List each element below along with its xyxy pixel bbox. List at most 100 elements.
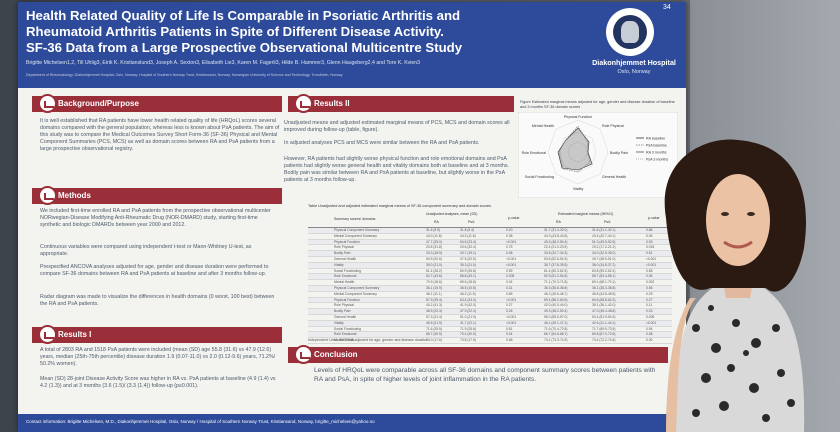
table-cell: 60.9 (26.8) <box>460 268 476 273</box>
table-cell: 0.56 <box>646 285 653 290</box>
table-cell: 0.11 <box>646 303 653 308</box>
results2-title: Results II <box>314 99 350 108</box>
table-cell: 54.5 (23.4) <box>460 239 476 244</box>
table-cell: Bodily Pain <box>334 309 351 314</box>
table-cell: 51.0 (21.9) <box>460 314 476 319</box>
table-cell: 19.2 (17.2-21.2) <box>592 245 616 250</box>
table-cell: 56.0 (55.0-57.0) <box>544 314 568 319</box>
table-cell: 61.4 (28.2) <box>426 268 442 273</box>
legend-ra-3-months: RA 3 months <box>646 151 667 155</box>
poster-affiliations: Department of Rheumatology, Diakonhjemme… <box>26 73 343 77</box>
table-cell: 71.1 (70.3-71.8) <box>544 280 568 285</box>
table-row: Physical Component Summary 31.6 (9.9) 31.8… <box>308 228 672 234</box>
table-cell: 0.08 <box>646 332 653 337</box>
table-cell: Bodily Pain <box>334 251 351 256</box>
table-cell: 47.9 (22.3) <box>460 309 476 314</box>
results2-section-header: Results II <box>288 96 514 112</box>
table-cell: <0.001 <box>506 320 517 325</box>
table-cell: 31.8 (9.4) <box>460 228 475 232</box>
presenter-dress <box>675 278 805 432</box>
table-cell: 46.1 (11.1) <box>426 291 442 296</box>
title-line-3: SF-36 Data from a Large Prospective Obse… <box>26 40 463 55</box>
table-cell: 0.04 <box>506 280 513 285</box>
col-ra-header: RA <box>434 220 439 224</box>
table-row: Mental Component Summary 46.1 (11.1) 46.2 … <box>308 292 672 298</box>
right-eye <box>747 212 755 216</box>
table-cell: 41.9 (42.0) <box>460 303 476 308</box>
figure-caption: Figure Estimated marginal means adjusted… <box>520 100 675 109</box>
table-cell: 60.8 (59.2-62.4) <box>592 268 616 273</box>
col-p-header: p-value <box>508 216 520 220</box>
table-cell: 33.7 (19.1) <box>460 251 476 256</box>
table-cell: 36.1 (35.3-36.8) <box>592 285 616 290</box>
poster-number: 34 <box>663 4 671 11</box>
table-cell: 0.59 <box>506 268 513 273</box>
table-cell: 73.8 (17.9) <box>460 338 476 343</box>
table-cell: <0.001 <box>506 297 517 302</box>
table-cell: 31.6 (31.1-32.1) <box>592 228 616 232</box>
table-cell: 74.1 (73.3-74.9) <box>544 338 568 343</box>
table-cell: 0.06 <box>646 233 653 238</box>
conclusion-section-icon <box>294 345 313 364</box>
logo-figure-icon <box>621 21 639 43</box>
conclusion-text: Levels of HRQoL were comparable across a… <box>314 367 656 383</box>
table-row: Social Functioning 71.6 (25.5) 71.9 (25.6)… <box>308 327 672 333</box>
table-cell: 49.3 (48.2-50.4) <box>544 239 568 244</box>
table-cell: Social Functioning <box>334 326 361 331</box>
radar-axis-social-functioning: Social Functioning <box>525 175 554 179</box>
table-cell: Mental Component Summary <box>334 291 377 296</box>
radar-series-psa <box>558 125 591 173</box>
table-title: Table Unadjusted and adjusted estimated … <box>308 204 491 208</box>
table-cell: 40.2 (41.3) <box>426 303 442 308</box>
table-cell: 0.68 <box>506 338 513 343</box>
results2-text-3: However, RA patients had slightly worse … <box>284 156 509 184</box>
presenter-smile <box>723 240 753 249</box>
poster-title: Health Related Quality of Life Is Compar… <box>26 8 606 56</box>
table-cell: 71.9 (25.6) <box>460 326 476 331</box>
table-cell: 69.8 (67.0-72.6) <box>592 332 616 337</box>
poster-authors: Brigitte Michelsen1,2, Till Uhlig3, Eiri… <box>26 60 421 66</box>
results1-section-icon <box>38 325 57 344</box>
table-cell: 0.005 <box>506 274 515 279</box>
table-cell: 0.51 <box>646 251 653 256</box>
table-cell: 51.0 (49.5-52.5) <box>592 239 616 244</box>
table-cell: General Health <box>334 256 357 261</box>
table-row: Bodily Pain 33.3 (18.9) 33.7 (19.1) 0.48 33.… <box>308 251 672 257</box>
table-cell: 71.7 (69.9-73.5) <box>592 326 616 331</box>
radar-axis-general-health: General Health <box>602 175 626 179</box>
table-cell: 0.26 <box>506 309 513 314</box>
table-cell: Mental Component Summary <box>334 233 377 238</box>
table-cell: 31.6 (9.9) <box>426 228 441 232</box>
table-cell: 35.3 (21.0) <box>460 262 476 267</box>
presenter-arm <box>666 298 696 432</box>
table-row: Role Emotional 52.7 (43.6) 56.8 (43.1) 0.00… <box>308 274 672 281</box>
col-psa-est-header: PsA <box>604 220 611 224</box>
legend-ra-baseline: RA baseline <box>646 137 665 141</box>
table-cell: Mental Health <box>334 338 355 343</box>
table-cell: 0.27 <box>506 303 513 308</box>
footer-contact: Contact information: Brigitte Michelsen,… <box>26 419 375 424</box>
table-cell: 0.94 <box>646 326 653 331</box>
table-cell: 71.6 (25.5) <box>426 326 442 331</box>
table-row: General Health 54.9 (20.6) 47.5 (20.5) <0.0… <box>308 257 672 263</box>
table-row: Physical Function 47.7 (25.0) 54.5 (23.4) <… <box>308 239 672 246</box>
results1-section-header: Results I <box>32 327 282 343</box>
radar-axis-mental-health: Mental Health <box>532 124 554 128</box>
results-table: Summary scores/ domains Unadjusted analy… <box>308 210 672 346</box>
table-cell: 42.6 (41.1-44.1) <box>592 320 616 325</box>
table-cell: 47.5 (20.5) <box>460 256 476 261</box>
results2-text-2: In adjusted analyses PCS and MCS were si… <box>284 140 480 146</box>
table-cell: Role Physical <box>334 245 354 250</box>
table-cell: 0.58 <box>646 268 653 273</box>
table-cell: 41.7 (22.1) <box>460 320 476 325</box>
table-cell: <0.001 <box>506 314 517 319</box>
table-cell: 38.7 (37.8-39.5) <box>544 262 568 267</box>
table-cell: 31.7 (31.3-32.0) <box>544 228 568 232</box>
table-row: Physical Function 57.9 (25.4) 63.4 (24.3) <… <box>308 297 672 304</box>
results1-title: Results I <box>58 330 92 339</box>
table-cell: 0.005 <box>646 314 655 319</box>
table-cell: 0.30 <box>646 338 653 343</box>
table-footnote: Independent t-test, ANCOVA adjusted for … <box>308 338 428 342</box>
table-cell: Role Emotional <box>334 274 357 279</box>
table-cell: 52.7 (43.6) <box>426 274 442 279</box>
